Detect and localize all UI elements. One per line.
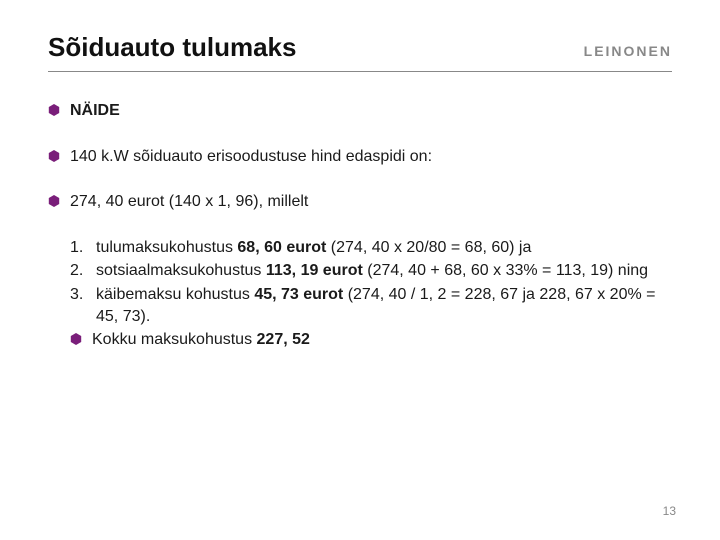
bullet-text: 140 k.W sõiduauto erisoodustuse hind eda… [70, 146, 432, 168]
bullet-text: NÄIDE [70, 100, 120, 122]
bullet-list: NÄIDE 140 k.W sõiduauto erisoodustuse hi… [48, 100, 672, 213]
bullet-item: NÄIDE [48, 100, 672, 122]
brand-mark: LEINONEN [584, 43, 672, 59]
slide-title: Sõiduauto tulumaks [48, 32, 296, 63]
hex-bullet-icon [48, 104, 60, 116]
bullet-item: 140 k.W sõiduauto erisoodustuse hind eda… [48, 146, 672, 168]
ordered-text: tulumaksukohustus 68, 60 eurot (274, 40 … [96, 237, 531, 259]
hex-bullet-icon [48, 150, 60, 162]
summary-row: Kokku maksukohustus 227, 52 [48, 329, 672, 351]
hex-bullet-icon [70, 333, 82, 345]
summary-text: Kokku maksukohustus 227, 52 [92, 329, 310, 351]
ordered-item: 2. sotsiaalmaksukohustus 113, 19 eurot (… [48, 260, 672, 282]
ordered-item: 1. tulumaksukohustus 68, 60 eurot (274, … [48, 237, 672, 259]
ordered-number: 1. [70, 237, 88, 259]
ordered-text: sotsiaalmaksukohustus 113, 19 eurot (274… [96, 260, 648, 282]
slide: Sõiduauto tulumaks LEINONEN NÄIDE 140 k.… [0, 0, 720, 540]
ordered-item: 3. käibemaksu kohustus 45, 73 eurot (274… [48, 284, 672, 327]
ordered-list: 1. tulumaksukohustus 68, 60 eurot (274, … [48, 237, 672, 327]
bullet-text: 274, 40 eurot (140 x 1, 96), millelt [70, 191, 308, 213]
bullet-item: 274, 40 eurot (140 x 1, 96), millelt [48, 191, 672, 213]
hex-bullet-icon [48, 195, 60, 207]
title-row: Sõiduauto tulumaks LEINONEN [48, 32, 672, 72]
ordered-number: 2. [70, 260, 88, 282]
page-number: 13 [663, 504, 676, 518]
ordered-text: käibemaksu kohustus 45, 73 eurot (274, 4… [96, 284, 672, 327]
ordered-number: 3. [70, 284, 88, 306]
